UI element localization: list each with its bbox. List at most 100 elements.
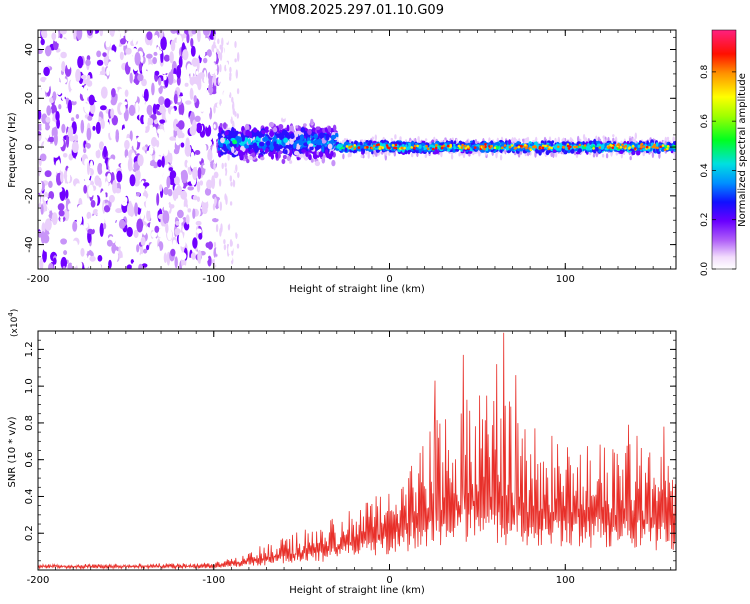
spectrogram-cell xyxy=(38,212,45,224)
spectrogram-cell xyxy=(223,53,226,61)
spectrogram-cell xyxy=(80,74,87,80)
spectrogram-cell xyxy=(75,68,81,82)
spectrogram-cell xyxy=(192,208,196,219)
spectrogram-cell xyxy=(394,134,397,140)
spectrogram-cell xyxy=(46,105,52,116)
spectrogram-cell xyxy=(205,117,210,128)
spectrogram-cell xyxy=(99,222,104,237)
spectrogram-cell xyxy=(58,210,65,217)
spectrogram-cell xyxy=(111,88,116,98)
spectrogram-cell xyxy=(303,123,307,127)
spectrogram-cell xyxy=(265,140,271,147)
spectrogram-cell xyxy=(96,230,100,238)
spectrogram-cell xyxy=(255,136,259,141)
spectrogram-cell xyxy=(244,154,248,160)
spectrogram-cell xyxy=(49,158,54,172)
spectrogram-cell xyxy=(390,137,393,142)
spectrogram-cell xyxy=(227,115,232,120)
spectrogram-cell xyxy=(312,140,318,145)
spectrogram-cell xyxy=(324,127,328,133)
spectrogram-cell xyxy=(282,154,287,160)
spectrogram-cell xyxy=(236,113,239,119)
spectrogram-cell xyxy=(227,208,230,218)
spectrogram-cell xyxy=(446,149,451,152)
spectrogram-cell xyxy=(653,148,656,153)
spectrogram-cell xyxy=(225,195,228,205)
spectrogram-cell xyxy=(142,146,147,151)
spectrogram-cell xyxy=(214,64,218,71)
spectrogram-cell xyxy=(289,149,293,156)
spectrogram-cell xyxy=(174,176,180,186)
spectrogram-cell xyxy=(232,107,235,115)
spectrogram-cell xyxy=(552,149,557,153)
spectrogram-cell xyxy=(224,86,228,92)
spectrogram-cell xyxy=(56,81,63,96)
spectrogram-cell xyxy=(87,228,94,234)
spectrogram-cell xyxy=(233,212,237,218)
spectrogram-cell xyxy=(45,116,51,123)
spectrogram-cell xyxy=(136,136,143,143)
spectrogram-cell xyxy=(74,183,82,195)
spectrogram-cell xyxy=(120,38,126,45)
spectrogram-cell xyxy=(220,103,223,112)
spectrogram-cell xyxy=(142,224,147,236)
spectrogram-cell xyxy=(169,146,173,155)
spectrogram-cell xyxy=(285,144,290,149)
spectrogram-cell xyxy=(183,206,188,213)
spectrogram-cell xyxy=(60,256,67,269)
spectrogram-cell xyxy=(167,86,175,91)
spectrogram-cell xyxy=(151,220,155,231)
spectrogram-cell xyxy=(62,266,66,269)
spectrogram-cell xyxy=(96,263,102,269)
spectrogram-cell xyxy=(140,196,147,202)
spectrogram-cell xyxy=(64,222,71,231)
spectrogram-cell xyxy=(163,54,170,62)
spectrogram-cell xyxy=(181,265,187,269)
spectrogram-cell xyxy=(176,97,182,103)
spectrogram-cell xyxy=(67,99,72,113)
spectrogram-cell xyxy=(40,231,46,244)
spectrogram-cell xyxy=(197,250,202,264)
spectrogram-cell xyxy=(472,139,476,145)
spectrogram-cell xyxy=(244,137,248,143)
spectrogram-cell xyxy=(96,50,102,58)
spectrogram-cell xyxy=(108,194,115,203)
spectrogram-cell xyxy=(331,159,336,167)
spectrogram-cell xyxy=(295,125,299,129)
spectrogram-cell xyxy=(202,30,210,36)
spectrogram-cell xyxy=(122,234,126,242)
spectrogram-cell xyxy=(96,59,104,66)
spectrogram-cell xyxy=(65,134,70,148)
spectrogram-cell xyxy=(199,48,206,59)
spectrogram-cell xyxy=(146,244,150,251)
spectrogram-cell xyxy=(195,70,199,76)
spectrogram-cell xyxy=(114,246,120,252)
spectrogram-cell xyxy=(138,263,143,269)
spectrogram-cell xyxy=(367,142,371,146)
spectrogram-cell xyxy=(97,209,103,216)
spectrogram-cell xyxy=(99,30,103,37)
spectrogram-cell xyxy=(154,181,161,187)
spectrogram-cell xyxy=(177,164,182,174)
spectrogram-cell xyxy=(151,255,158,261)
spectrogram-cell xyxy=(213,41,216,47)
spectrogram-cell xyxy=(151,231,158,238)
spectrogram-cell xyxy=(321,156,326,164)
spectrogram-cell xyxy=(244,123,250,131)
spectrogram-cell xyxy=(109,75,114,88)
spectrogram-cell xyxy=(212,218,219,223)
spectrogram-cell xyxy=(453,140,457,145)
spectrogram-cell xyxy=(219,123,223,128)
spectrogram-cell xyxy=(229,75,232,81)
spectrogram-cell xyxy=(147,64,154,75)
spectrogram-cell xyxy=(192,195,198,201)
spectrogram-cell xyxy=(159,172,164,177)
spectrogram-cell xyxy=(205,242,211,249)
spectrogram-cell xyxy=(101,66,105,72)
spectrogram-cell xyxy=(52,257,57,265)
spectrogram-cell xyxy=(176,123,183,128)
spectrogram-cell xyxy=(156,50,163,55)
spectrogram-cell xyxy=(187,208,192,213)
spectrogram-cell xyxy=(54,193,57,207)
spectrogram-cell xyxy=(164,98,171,108)
